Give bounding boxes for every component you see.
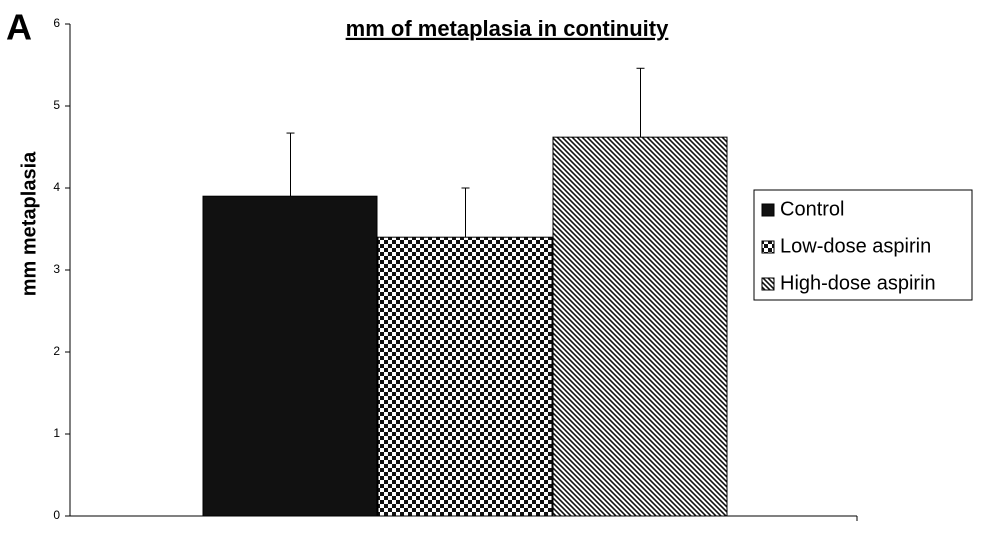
legend-label: Low-dose aspirin [780,235,931,257]
panel-label: A [6,7,32,48]
bar [202,195,378,517]
bar [552,136,728,517]
y-tick-label: 2 [53,344,60,358]
chart-title: mm of metaplasia in continuity [346,16,669,41]
legend-label: Control [780,198,844,220]
legend-swatch [761,203,775,217]
legend-swatch [761,277,775,291]
y-tick-label: 4 [53,180,60,194]
legend-swatch [761,240,775,254]
y-tick-label: 3 [53,262,60,276]
y-tick-label: 1 [53,426,60,440]
y-tick-label: 6 [53,16,60,30]
legend-label: High-dose aspirin [780,272,936,294]
bar [377,236,553,517]
y-axis-label: mm metaplasia [18,151,40,296]
y-tick-label: 5 [53,98,60,112]
y-tick-label: 0 [53,508,60,522]
legend [753,189,973,301]
